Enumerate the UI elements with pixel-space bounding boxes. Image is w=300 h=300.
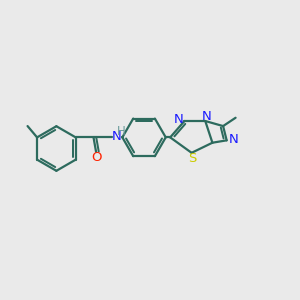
Text: N: N [202,110,212,123]
Text: N: N [228,133,238,146]
Text: N: N [112,130,122,143]
Text: O: O [91,151,101,164]
Text: N: N [174,113,183,126]
Text: S: S [188,152,196,165]
Text: H: H [116,125,125,138]
